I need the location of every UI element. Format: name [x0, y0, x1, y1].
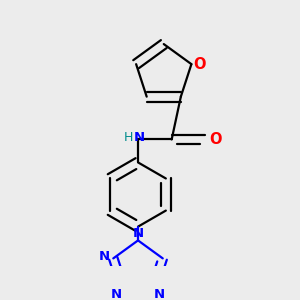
Text: H: H [124, 130, 133, 143]
Text: O: O [209, 132, 221, 147]
Text: O: O [194, 57, 206, 72]
Text: N: N [134, 130, 145, 143]
Text: N: N [133, 227, 144, 240]
Text: N: N [111, 288, 122, 300]
Text: N: N [154, 288, 165, 300]
Text: N: N [99, 250, 110, 263]
